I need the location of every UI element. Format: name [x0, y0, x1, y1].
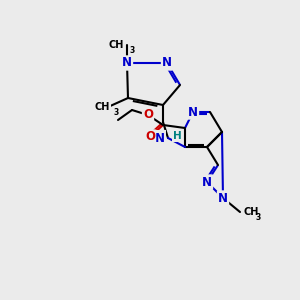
Text: N: N	[218, 191, 228, 205]
Text: CH: CH	[94, 102, 110, 112]
Text: N: N	[155, 131, 165, 145]
Text: N: N	[202, 176, 212, 188]
Text: 3: 3	[114, 108, 119, 117]
Text: N: N	[188, 106, 198, 118]
Text: N: N	[122, 56, 132, 70]
Text: CH: CH	[109, 40, 124, 50]
Text: O: O	[145, 130, 155, 143]
Text: 3: 3	[130, 46, 135, 55]
Text: 3: 3	[256, 213, 261, 222]
Text: H: H	[173, 131, 182, 141]
Text: O: O	[143, 109, 153, 122]
Text: CH: CH	[244, 207, 260, 217]
Text: N: N	[162, 56, 172, 70]
